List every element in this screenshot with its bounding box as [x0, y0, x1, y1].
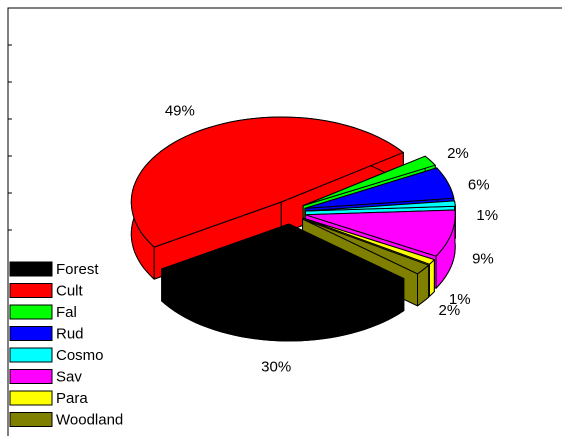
data-label: 9%: [472, 250, 494, 267]
legend-label: Cult: [56, 282, 84, 299]
legend-label: Fal: [56, 304, 77, 321]
legend-swatch: [9, 412, 53, 427]
legend-swatch: [9, 283, 53, 298]
slice-top: [305, 200, 456, 212]
frame-ticks: [8, 44, 12, 231]
legend-label: Forest: [56, 261, 99, 278]
legend-swatch: [9, 347, 53, 363]
legend-swatch: [9, 304, 53, 320]
plot-frame: [7, 7, 562, 436]
legend-swatch: [9, 390, 53, 406]
data-label: 2%: [439, 302, 461, 319]
data-label: 1%: [476, 207, 498, 224]
legend-swatch: [9, 369, 53, 384]
data-label: 2%: [447, 145, 469, 162]
legend-label: Sav: [56, 368, 82, 385]
slice-top: [304, 167, 455, 209]
legend-label: Rud: [56, 325, 84, 342]
legend-label: Para: [56, 390, 88, 407]
data-label: 49%: [165, 103, 195, 120]
data-label: 6%: [468, 177, 490, 194]
slice-top: [302, 218, 430, 275]
data-label: 1%: [449, 291, 471, 308]
legend-label: Woodland: [56, 411, 123, 428]
data-label: 30%: [261, 359, 291, 376]
legend-label: Cosmo: [56, 347, 104, 364]
slice-outer-side: [429, 259, 435, 297]
slice-top: [161, 223, 405, 310]
legend-swatch: [9, 326, 53, 341]
legend-swatch: [9, 261, 53, 277]
slice-top: [302, 155, 436, 207]
slice-top: [302, 217, 435, 265]
slice-top: [304, 209, 456, 257]
slice-top: [130, 116, 404, 248]
